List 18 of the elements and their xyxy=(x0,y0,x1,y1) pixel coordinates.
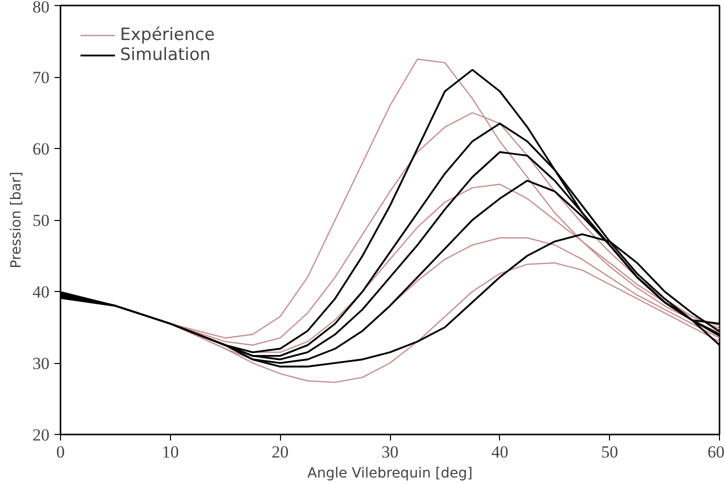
x-tick-label: 20 xyxy=(272,442,289,462)
x-tick-label: 30 xyxy=(382,442,398,462)
legend-label: Expérience xyxy=(120,25,215,45)
x-tick-label: 60 xyxy=(708,442,724,462)
x-axis-title: Angle Vilebrequin [deg] xyxy=(307,466,473,482)
x-tick-label: 10 xyxy=(162,442,179,462)
y-tick-label: 70 xyxy=(32,68,50,87)
legend-label: Simulation xyxy=(120,45,211,65)
y-tick-label: 60 xyxy=(32,140,50,158)
y-tick-label: 80 xyxy=(32,0,50,16)
y-axis-title: Pression [bar] xyxy=(8,172,24,268)
y-tick-label: 20 xyxy=(32,426,50,444)
y-tick-label: 40 xyxy=(32,282,50,302)
x-tick-label: 0 xyxy=(56,442,65,462)
y-tick-label: 30 xyxy=(32,354,50,373)
y-tick-label: 50 xyxy=(32,211,50,230)
x-tick-label: 40 xyxy=(491,442,508,462)
x-tick-label: 50 xyxy=(601,442,618,462)
